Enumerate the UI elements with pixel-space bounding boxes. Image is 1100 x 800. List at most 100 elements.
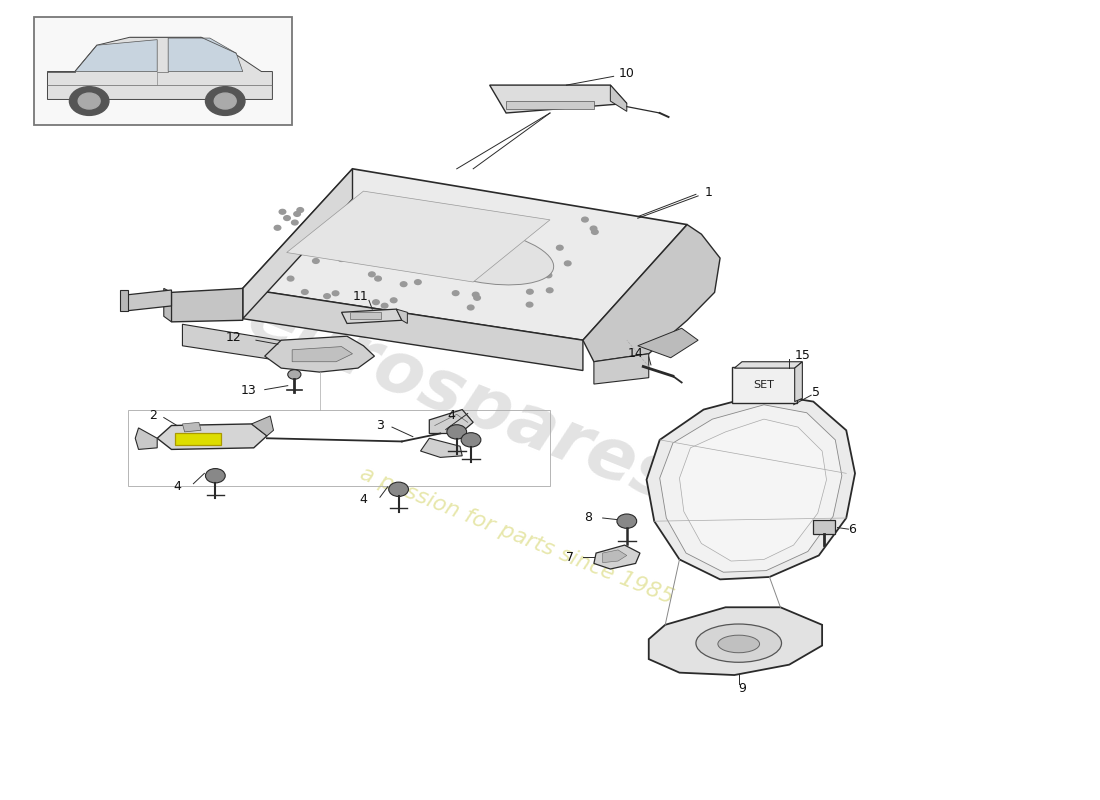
Circle shape	[526, 302, 532, 307]
Circle shape	[292, 220, 298, 225]
Circle shape	[297, 208, 304, 213]
Polygon shape	[252, 416, 274, 436]
Circle shape	[312, 258, 319, 263]
Circle shape	[474, 295, 481, 300]
Circle shape	[388, 482, 408, 497]
Circle shape	[468, 305, 474, 310]
Circle shape	[582, 217, 588, 222]
Circle shape	[546, 273, 552, 278]
Polygon shape	[396, 309, 407, 323]
Text: SET: SET	[754, 380, 774, 390]
Text: 8: 8	[584, 511, 593, 525]
Circle shape	[287, 276, 294, 281]
Text: 15: 15	[794, 349, 811, 362]
Text: 3: 3	[376, 419, 384, 432]
Circle shape	[69, 86, 109, 115]
Text: 4: 4	[448, 410, 455, 422]
Circle shape	[323, 294, 330, 298]
Circle shape	[497, 264, 504, 269]
Ellipse shape	[415, 228, 553, 285]
Circle shape	[452, 290, 459, 295]
Circle shape	[274, 226, 280, 230]
Polygon shape	[47, 38, 273, 99]
FancyBboxPatch shape	[175, 433, 221, 446]
Polygon shape	[610, 85, 627, 111]
Circle shape	[513, 244, 519, 249]
Circle shape	[373, 300, 380, 305]
Circle shape	[591, 226, 597, 231]
Circle shape	[294, 211, 300, 216]
Circle shape	[78, 93, 100, 109]
Circle shape	[592, 230, 598, 234]
Circle shape	[527, 290, 534, 294]
Polygon shape	[243, 169, 688, 340]
Circle shape	[368, 272, 375, 277]
Ellipse shape	[696, 624, 781, 662]
Polygon shape	[583, 225, 720, 362]
Polygon shape	[243, 288, 583, 370]
Polygon shape	[265, 336, 374, 372]
Polygon shape	[647, 394, 855, 579]
Polygon shape	[287, 191, 550, 282]
Polygon shape	[128, 290, 172, 310]
Polygon shape	[183, 422, 201, 432]
Polygon shape	[649, 607, 822, 675]
Circle shape	[472, 292, 478, 297]
Polygon shape	[135, 428, 157, 450]
Polygon shape	[172, 288, 243, 322]
Text: eurospares: eurospares	[238, 282, 686, 518]
Circle shape	[471, 237, 477, 242]
Circle shape	[461, 433, 481, 447]
Text: 2: 2	[148, 410, 156, 422]
Text: 5: 5	[812, 386, 820, 398]
Circle shape	[382, 303, 388, 308]
Circle shape	[505, 234, 512, 239]
Circle shape	[375, 256, 382, 261]
Circle shape	[365, 254, 372, 258]
Circle shape	[373, 255, 380, 260]
Circle shape	[547, 288, 553, 293]
Ellipse shape	[718, 635, 760, 653]
Circle shape	[206, 86, 245, 115]
Circle shape	[284, 216, 290, 221]
FancyBboxPatch shape	[813, 519, 835, 534]
Text: 14: 14	[628, 347, 643, 360]
Text: 12: 12	[227, 331, 242, 344]
Polygon shape	[506, 101, 594, 109]
Polygon shape	[603, 550, 627, 562]
Polygon shape	[341, 309, 402, 323]
Circle shape	[332, 291, 339, 296]
Circle shape	[396, 211, 403, 216]
Circle shape	[470, 214, 476, 219]
Circle shape	[279, 210, 286, 214]
Circle shape	[319, 226, 326, 231]
Text: 13: 13	[241, 384, 256, 397]
Circle shape	[557, 246, 563, 250]
Polygon shape	[243, 169, 352, 318]
Circle shape	[301, 290, 308, 294]
Text: 7: 7	[565, 551, 574, 564]
Text: 11: 11	[352, 290, 368, 303]
Polygon shape	[490, 85, 627, 113]
Polygon shape	[680, 419, 826, 561]
Circle shape	[358, 242, 364, 246]
Text: 6: 6	[848, 522, 856, 536]
Text: 4: 4	[173, 479, 180, 493]
Polygon shape	[594, 354, 649, 384]
Circle shape	[288, 370, 301, 379]
Polygon shape	[429, 410, 473, 434]
FancyBboxPatch shape	[733, 366, 796, 403]
Polygon shape	[420, 438, 462, 458]
Polygon shape	[168, 38, 243, 71]
Circle shape	[390, 298, 397, 302]
Text: 1: 1	[705, 186, 713, 199]
Circle shape	[514, 248, 520, 253]
Text: 9: 9	[738, 682, 746, 695]
Circle shape	[375, 276, 382, 281]
Circle shape	[206, 469, 225, 483]
Circle shape	[617, 514, 637, 528]
Polygon shape	[594, 545, 640, 569]
Polygon shape	[293, 346, 352, 362]
Circle shape	[564, 261, 571, 266]
Circle shape	[447, 425, 466, 439]
